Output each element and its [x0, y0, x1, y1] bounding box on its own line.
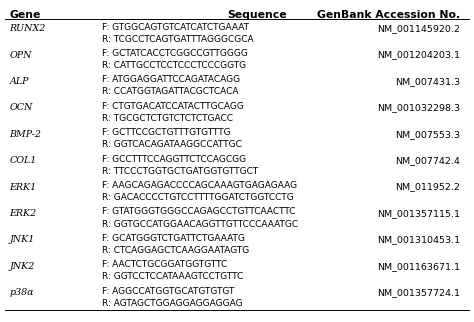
- Text: NM_007553.3: NM_007553.3: [395, 130, 460, 139]
- Text: R: GGTCCTCCATAAAGTCCTGTTC: R: GGTCCTCCATAAAGTCCTGTTC: [102, 272, 243, 281]
- Text: NM_001310453.1: NM_001310453.1: [377, 235, 460, 244]
- Text: p38α: p38α: [9, 288, 34, 297]
- Text: Sequence: Sequence: [228, 10, 287, 20]
- Text: R: CCATGGTAGATTACGCTCACA: R: CCATGGTAGATTACGCTCACA: [102, 88, 238, 97]
- Text: OPN: OPN: [9, 51, 32, 60]
- Text: F: ATGGAGGATTCCAGATACAGG: F: ATGGAGGATTCCAGATACAGG: [102, 75, 240, 84]
- Text: F: GCTATCACCTCGGCCGTTGGGG: F: GCTATCACCTCGGCCGTTGGGG: [102, 49, 248, 58]
- Text: NM_001357724.1: NM_001357724.1: [377, 288, 460, 297]
- Text: ALP: ALP: [9, 77, 29, 86]
- Text: NM_001204203.1: NM_001204203.1: [377, 51, 460, 60]
- Text: R: TGCGCTCTGTCTCTCTGACC: R: TGCGCTCTGTCTCTCTGACC: [102, 114, 233, 123]
- Text: R: CATTGCCTCCTCCCTCCCGGTG: R: CATTGCCTCCTCCCTCCCGGTG: [102, 61, 246, 70]
- Text: ERK1: ERK1: [9, 183, 36, 192]
- Text: Gene: Gene: [9, 10, 41, 20]
- Text: F: AGGCCATGGTGCATGTGTGT: F: AGGCCATGGTGCATGTGTGT: [102, 287, 234, 296]
- Text: R: TTCCCTGGTGCTGATGGTGTTGCT: R: TTCCCTGGTGCTGATGGTGTTGCT: [102, 167, 258, 176]
- Text: R: AGTAGCTGGAGGAGGAGGAG: R: AGTAGCTGGAGGAGGAGGAG: [102, 299, 243, 308]
- Text: R: CTCAGGAGCTCAAGGAATAGTG: R: CTCAGGAGCTCAAGGAATAGTG: [102, 246, 249, 255]
- Text: R: TCGCCTCAGTGATTTAGGGCGCA: R: TCGCCTCAGTGATTTAGGGCGCA: [102, 35, 254, 44]
- Text: F: GCATGGGTCTGATTCTGAAATG: F: GCATGGGTCTGATTCTGAAATG: [102, 234, 245, 243]
- Text: GenBank Accession No.: GenBank Accession No.: [317, 10, 460, 20]
- Text: NM_001357115.1: NM_001357115.1: [377, 209, 460, 218]
- Text: JNK2: JNK2: [9, 262, 35, 271]
- Text: R: GGTGCCATGGAACAGGTTGTTCCCAAATGC: R: GGTGCCATGGAACAGGTTGTTCCCAAATGC: [102, 220, 298, 229]
- Text: COL1: COL1: [9, 156, 36, 165]
- Text: NM_001163671.1: NM_001163671.1: [377, 262, 460, 271]
- Text: NM_007431.3: NM_007431.3: [395, 77, 460, 86]
- Text: F: AAGCAGAGACCCCAGCAAAGTGAGAGAAG: F: AAGCAGAGACCCCAGCAAAGTGAGAGAAG: [102, 181, 297, 190]
- Text: F: GTGGCAGTGTCATCATCTGAAAT: F: GTGGCAGTGTCATCATCTGAAAT: [102, 23, 249, 32]
- Text: NM_001032298.3: NM_001032298.3: [377, 103, 460, 112]
- Text: NM_007742.4: NM_007742.4: [395, 156, 460, 165]
- Text: BMP-2: BMP-2: [9, 130, 41, 139]
- Text: F: CTGTGACATCCATACTTGCAGG: F: CTGTGACATCCATACTTGCAGG: [102, 102, 244, 111]
- Text: NM_011952.2: NM_011952.2: [395, 183, 460, 192]
- Text: R: GACACCCCTGTCCTTTTGGATCTGGTCCTG: R: GACACCCCTGTCCTTTTGGATCTGGTCCTG: [102, 193, 294, 202]
- Text: F: AACTCTGCGGATGGTGTTC: F: AACTCTGCGGATGGTGTTC: [102, 260, 227, 269]
- Text: F: GTATGGGTGGGCCAGAGCCTGTTCAACTTC: F: GTATGGGTGGGCCAGAGCCTGTTCAACTTC: [102, 207, 295, 216]
- Text: JNK1: JNK1: [9, 235, 35, 244]
- Text: NM_001145920.2: NM_001145920.2: [377, 24, 460, 33]
- Text: F: GCCTTTCCAGGTTCTCCAGCGG: F: GCCTTTCCAGGTTCTCCAGCGG: [102, 155, 246, 164]
- Text: OCN: OCN: [9, 103, 33, 112]
- Text: F: GCTTCCGCTGTTTGTGTTTG: F: GCTTCCGCTGTTTGTGTTTG: [102, 128, 230, 137]
- Text: RUNX2: RUNX2: [9, 24, 46, 33]
- Text: ERK2: ERK2: [9, 209, 36, 218]
- Text: R: GGTCACAGATAAGGCCATTGC: R: GGTCACAGATAAGGCCATTGC: [102, 140, 242, 149]
